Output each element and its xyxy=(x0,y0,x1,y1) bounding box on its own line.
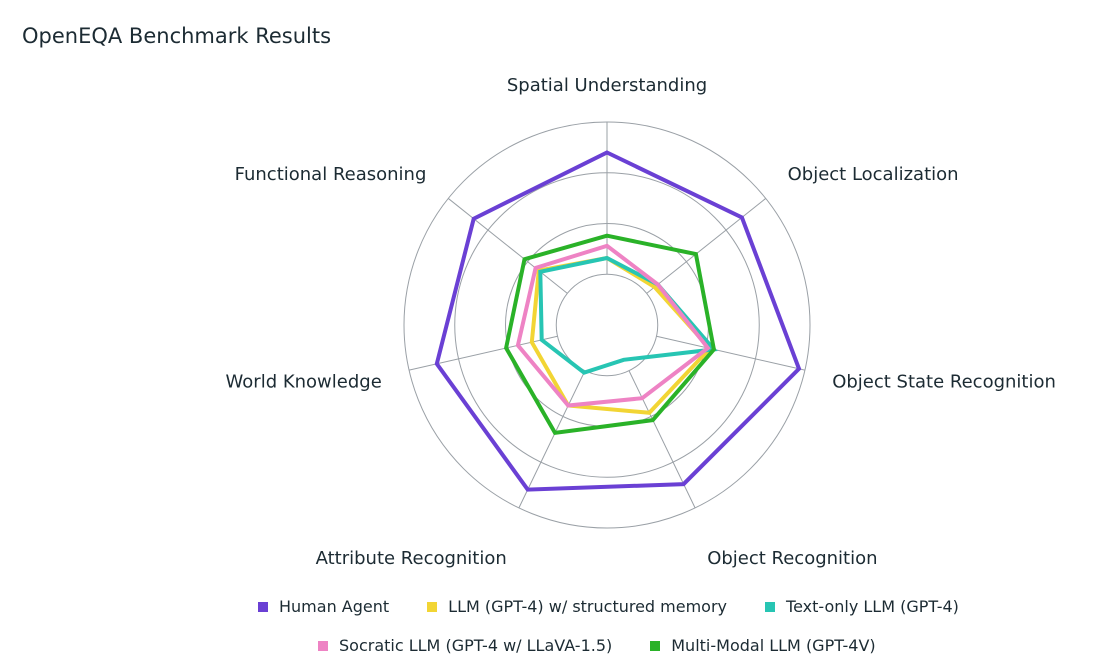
grid-spoke xyxy=(656,335,806,371)
legend-swatch xyxy=(427,601,438,612)
legend-label: Socratic LLM (GPT-4 w/ LLaVA-1.5) xyxy=(339,636,613,655)
axis-label: Object Recognition xyxy=(707,548,877,569)
legend-item-llm-structured-memory[interactable]: LLM (GPT-4) w/ structured memory xyxy=(427,597,727,616)
legend-label: LLM (GPT-4) w/ structured memory xyxy=(448,597,728,616)
axis-label: Functional Reasoning xyxy=(235,164,427,185)
radar-axis-labels: Spatial Understanding Object Localization… xyxy=(226,75,1056,569)
axis-label: Object State Recognition xyxy=(832,371,1056,392)
grid-spoke xyxy=(518,370,586,509)
axis-label: Spatial Understanding xyxy=(507,75,707,96)
legend-swatch xyxy=(650,640,661,651)
series-line-3 xyxy=(515,243,711,408)
legend-label: Multi-Modal LLM (GPT-4V) xyxy=(671,636,876,655)
series-line-0 xyxy=(434,150,802,492)
legend-swatch xyxy=(318,640,328,651)
axis-label: Attribute Recognition xyxy=(316,548,507,569)
legend-row-1: Human Agent LLM (GPT-4) w/ structured me… xyxy=(258,597,959,616)
axis-label: World Knowledge xyxy=(226,371,382,392)
page-title: OpenEQA Benchmark Results xyxy=(22,24,332,48)
grid-spoke xyxy=(447,198,568,294)
radar-series xyxy=(434,150,802,492)
legend-row-2: Socratic LLM (GPT-4 w/ LLaVA-1.5) Multi-… xyxy=(318,636,876,655)
axis-label: Object Localization xyxy=(788,164,959,185)
legend-label: Text-only LLM (GPT-4) xyxy=(786,597,959,616)
legend-item-text-only-llm[interactable]: Text-only LLM (GPT-4) xyxy=(765,597,959,616)
legend-label: Human Agent xyxy=(279,597,390,616)
legend-item-socratic-llm[interactable]: Socratic LLM (GPT-4 w/ LLaVA-1.5) xyxy=(318,636,612,655)
series-line-1 xyxy=(529,255,713,415)
legend-swatch xyxy=(765,601,776,612)
legend-swatch xyxy=(258,601,268,612)
legend-item-human-agent[interactable]: Human Agent xyxy=(258,597,389,616)
series-line-4 xyxy=(503,233,717,436)
radar-grid xyxy=(403,121,811,529)
legend-item-multi-modal-llm[interactable]: Multi-Modal LLM (GPT-4V) xyxy=(650,636,876,655)
grid-spoke xyxy=(646,198,767,294)
